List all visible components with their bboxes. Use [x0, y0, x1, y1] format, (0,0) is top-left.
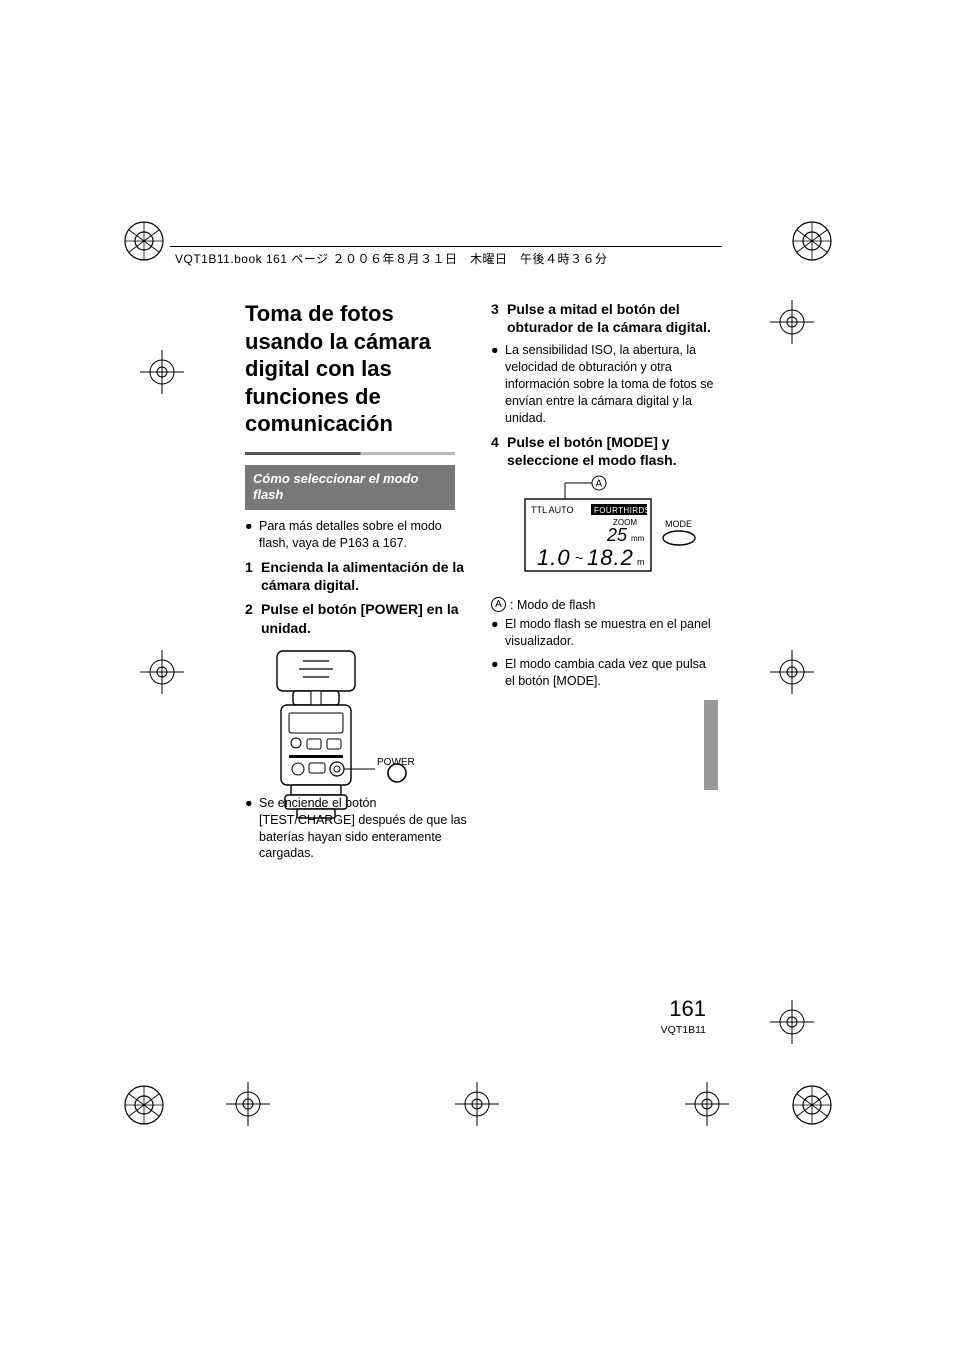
lcd-range-unit: m: [637, 557, 645, 567]
bullet-dot-icon: ●: [491, 616, 505, 650]
doc-code: VQT1B11: [661, 1024, 706, 1036]
section-heading: Cómo seleccionar el modo flash: [245, 465, 455, 511]
crosshair-left-1: [140, 350, 184, 394]
step-number: 1: [245, 558, 261, 594]
title-rule: [245, 452, 455, 455]
label-a: A : Modo de flash: [491, 597, 715, 612]
right-column: 3 Pulse a mitad el botón del obturador d…: [491, 300, 715, 868]
bullet-dot-icon: ●: [245, 795, 259, 863]
regmark-tl-outer: [123, 220, 165, 262]
step-text: Pulse el botón [POWER] en la unidad.: [261, 600, 469, 636]
crosshair-bottom-1: [226, 1082, 270, 1126]
lcd-fourthirds: FOURTHIRDS: [594, 506, 650, 515]
crosshair-left-2: [140, 650, 184, 694]
lcd-figure: A TTL AUTO FOURTHIRDS ZOOM 25 mm 1.0 ~ 1…: [515, 475, 715, 585]
bullet-item: ● Para más detalles sobre el modo flash,…: [245, 518, 469, 552]
bullet-item: ● Se enciende el botón [TEST/CHARGE] des…: [245, 795, 469, 863]
bullet-dot-icon: ●: [245, 518, 259, 552]
header-text: VQT1B11.book 161 ページ ２００６年８月３１日 木曜日 午後４時…: [175, 250, 607, 267]
step-2: 2 Pulse el botón [POWER] en la unidad.: [245, 600, 469, 636]
lcd-callout-letter: A: [596, 479, 603, 490]
crosshair-right-1: [770, 300, 814, 344]
step-text: Encienda la alimentación de la cámara di…: [261, 558, 469, 594]
page-content: Toma de fotos usando la cámara digital c…: [245, 300, 715, 868]
page-footer: 161 VQT1B11: [661, 996, 706, 1036]
label-a-text: : Modo de flash: [510, 598, 595, 612]
page-number: 161: [661, 996, 706, 1022]
crosshair-right-3: [770, 1000, 814, 1044]
step-number: 3: [491, 300, 507, 336]
bullet-text: El modo flash se muestra en el panel vis…: [505, 616, 715, 650]
lcd-range-hi: 18.2: [587, 545, 634, 570]
step-4: 4 Pulse el botón [MODE] y seleccione el …: [491, 433, 715, 469]
left-column: Toma de fotos usando la cámara digital c…: [245, 300, 469, 868]
regmark-br-outer: [791, 1084, 833, 1126]
step-text: Pulse el botón [MODE] y seleccione el mo…: [507, 433, 715, 469]
bullet-text: Para más detalles sobre el modo flash, v…: [259, 518, 469, 552]
bullet-text: El modo cambia cada vez que pulsa el bot…: [505, 656, 715, 690]
step-text: Pulse a mitad el botón del obturador de …: [507, 300, 715, 336]
bullet-dot-icon: ●: [491, 342, 505, 426]
regmark-tr-outer: [791, 220, 833, 262]
step-number: 2: [245, 600, 261, 636]
bullet-item: ● El modo cambia cada vez que pulsa el b…: [491, 656, 715, 690]
lcd-zoom-val: 25: [606, 525, 628, 545]
bullet-item: ● El modo flash se muestra en el panel v…: [491, 616, 715, 650]
power-label: POWER: [377, 757, 437, 768]
lcd-zoom-unit: mm: [631, 534, 645, 543]
lcd-mode-label: MODE: [665, 519, 692, 529]
circle-letter-icon: A: [491, 597, 506, 612]
crosshair-bottom-2: [455, 1082, 499, 1126]
bullet-text: Se enciende el botón [TEST/CHARGE] despu…: [259, 795, 469, 863]
step-1: 1 Encienda la alimentación de la cámara …: [245, 558, 469, 594]
step-3: 3 Pulse a mitad el botón del obturador d…: [491, 300, 715, 336]
bullet-text: La sensibilidad ISO, la abertura, la vel…: [505, 342, 715, 426]
lcd-tilde: ~: [575, 550, 583, 566]
lcd-ttl: TTL AUTO: [531, 505, 574, 515]
header-rule: [170, 246, 722, 247]
page-title: Toma de fotos usando la cámara digital c…: [245, 300, 469, 438]
step-number: 4: [491, 433, 507, 469]
bullet-dot-icon: ●: [491, 656, 505, 690]
lcd-range-lo: 1.0: [537, 545, 571, 570]
crosshair-right-2: [770, 650, 814, 694]
regmark-bl-outer: [123, 1084, 165, 1126]
crosshair-bottom-3: [685, 1082, 729, 1126]
bullet-item: ● La sensibilidad ISO, la abertura, la v…: [491, 342, 715, 426]
